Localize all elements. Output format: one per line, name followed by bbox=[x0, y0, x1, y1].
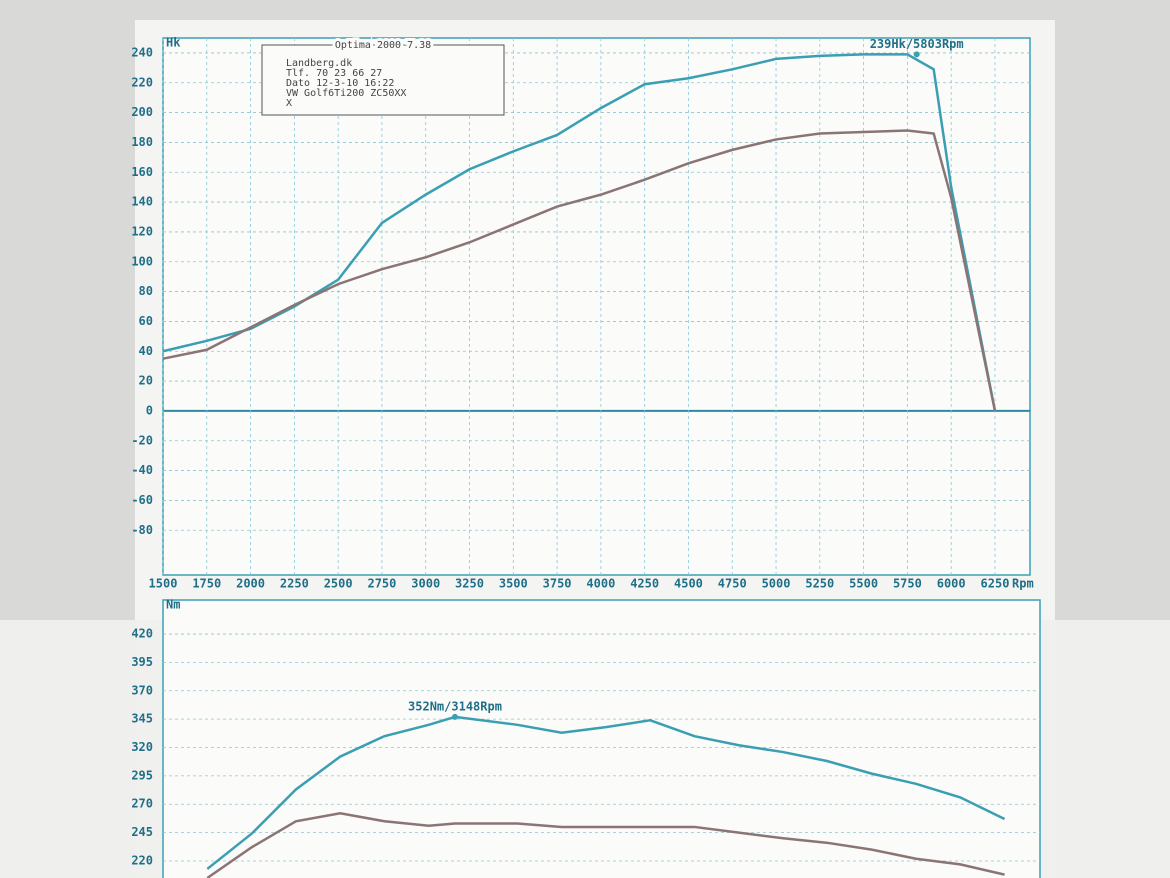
info-line: VW Golf6Ti200 ZC50XX bbox=[286, 88, 406, 99]
y-tick-label: 180 bbox=[131, 135, 153, 149]
y-tick-label: -60 bbox=[131, 493, 153, 507]
x-tick-label: 4250 bbox=[630, 577, 659, 591]
annotation: 239Hk/5803Rpm bbox=[870, 37, 964, 51]
plot-frame bbox=[162, 599, 1041, 878]
y-tick-label: 220 bbox=[131, 75, 153, 89]
annotation: 352Nm/3148Rpm bbox=[408, 699, 502, 713]
y-tick-label: 295 bbox=[131, 768, 153, 782]
y-tick-label: 60 bbox=[139, 314, 153, 328]
x-tick-label: 5000 bbox=[762, 577, 791, 591]
x-tick-label: 1500 bbox=[149, 577, 178, 591]
x-tick-label: 5250 bbox=[805, 577, 834, 591]
peak-marker bbox=[913, 51, 920, 58]
x-tick-label: 3000 bbox=[411, 577, 440, 591]
data-line bbox=[206, 812, 1005, 878]
x-tick-label: 1750 bbox=[192, 577, 221, 591]
y-tick-label: 345 bbox=[131, 712, 153, 726]
peak-marker bbox=[451, 713, 458, 720]
y-tick-label: 200 bbox=[131, 105, 153, 119]
x-tick-label: 2750 bbox=[367, 577, 396, 591]
y-tick-label: 20 bbox=[139, 374, 153, 388]
x-tick-label: 2250 bbox=[280, 577, 309, 591]
x-tick-label: 5500 bbox=[849, 577, 878, 591]
plot-frame bbox=[162, 37, 1031, 576]
y-tick-label: 270 bbox=[131, 797, 153, 811]
x-tick-label: 4500 bbox=[674, 577, 703, 591]
data-line bbox=[162, 129, 997, 412]
x-tick-label: 4000 bbox=[586, 577, 615, 591]
info-line: Tlf. 70 23 66 27 bbox=[286, 68, 382, 79]
y-tick-label: 0 bbox=[146, 403, 153, 417]
x-tick-label: 6000 bbox=[937, 577, 966, 591]
y-tick-label: -80 bbox=[131, 523, 153, 537]
x-tick-label: 2000 bbox=[236, 577, 265, 591]
info-line: Dato 12-3-10 16:22 bbox=[286, 78, 394, 89]
x-tick-label: 2500 bbox=[324, 577, 353, 591]
y-tick-label: 160 bbox=[131, 165, 153, 179]
x-tick-label: 6250 bbox=[981, 577, 1010, 591]
x-tick-label: 4750 bbox=[718, 577, 747, 591]
x-tick-label: 5750 bbox=[893, 577, 922, 591]
data-line bbox=[206, 715, 1006, 870]
y-tick-label: 420 bbox=[131, 627, 153, 641]
y-tick-label: 120 bbox=[131, 224, 153, 238]
y-tick-label: 40 bbox=[139, 344, 153, 358]
y-tick-label: 395 bbox=[131, 655, 153, 669]
x-tick-label: 3500 bbox=[499, 577, 528, 591]
y-tick-label: 245 bbox=[131, 825, 153, 839]
y-tick-label: -20 bbox=[131, 433, 153, 447]
x-tick-label: 3750 bbox=[543, 577, 572, 591]
info-line: Landberg.dk bbox=[286, 58, 352, 69]
info-line: X bbox=[286, 98, 292, 109]
info-title: Optima 2000 7.38 bbox=[335, 40, 431, 51]
y-tick-label: 100 bbox=[131, 254, 153, 268]
y-tick-label: 320 bbox=[131, 740, 153, 754]
y-axis-label: Nm bbox=[166, 598, 180, 612]
x-tick-label: 3250 bbox=[455, 577, 484, 591]
y-tick-label: 240 bbox=[131, 45, 153, 59]
y-tick-label: 220 bbox=[131, 853, 153, 867]
x-axis-label: Rpm bbox=[1012, 577, 1034, 591]
info-frame bbox=[261, 44, 505, 116]
y-tick-label: 140 bbox=[131, 195, 153, 209]
y-axis-label: Hk bbox=[166, 36, 181, 50]
y-tick-label: -40 bbox=[131, 463, 153, 477]
y-tick-label: 80 bbox=[139, 284, 153, 298]
y-tick-label: 370 bbox=[131, 683, 153, 697]
